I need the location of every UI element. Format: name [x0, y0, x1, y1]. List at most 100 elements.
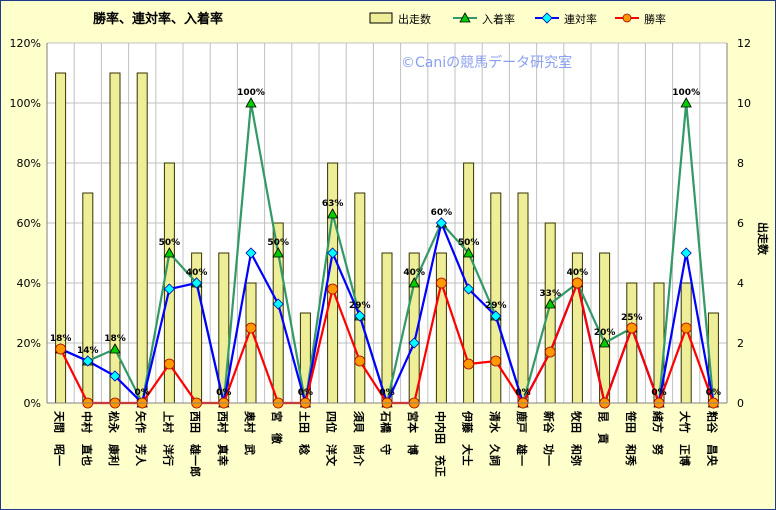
marker-diamond: [82, 355, 94, 367]
category-label: 新谷 功一: [542, 411, 556, 466]
legend-diamond-icon: [541, 12, 553, 24]
marker-diamond: [109, 370, 121, 382]
bar-starts: [136, 72, 148, 404]
marker-triangle: [109, 343, 121, 354]
marker-diamond: [163, 283, 175, 295]
legend-label-place: 連対率: [564, 12, 597, 26]
y2-tick-label: 8: [737, 157, 744, 170]
marker-triangle: [163, 247, 176, 258]
marker-circle: [626, 322, 638, 334]
y2-tick-label: 2: [737, 337, 744, 350]
category-label: 笹田 和秀: [624, 411, 638, 466]
marker-diamond: [354, 310, 366, 322]
marker-circle: [490, 355, 502, 367]
category-label: 須貝 尚介: [352, 410, 366, 467]
legend-label-show: 入着率: [482, 12, 515, 26]
marker-circle: [463, 358, 475, 370]
category-label: 松永 康利: [107, 411, 121, 466]
marker-diamond: [272, 298, 284, 310]
y-tick-label: 80%: [17, 157, 41, 170]
y2-tick-label: 4: [737, 277, 744, 290]
y-tick-label: 40%: [17, 277, 41, 290]
category-label: 中内田 充正: [433, 411, 447, 477]
marker-triangle: [408, 277, 420, 288]
category-label: 中村 直也: [80, 411, 94, 466]
marker-triangle: [598, 337, 611, 348]
category-label: 宮 徹: [270, 411, 284, 445]
data-label: 60%: [431, 208, 453, 218]
marker-diamond: [408, 337, 420, 349]
data-label: 40%: [403, 268, 425, 278]
legend: 出走数 入着率 連対率 勝率: [369, 12, 666, 26]
legend-label-win: 勝率: [644, 12, 666, 26]
y-tick-label: 60%: [17, 217, 41, 230]
bar-starts: [435, 252, 447, 404]
marker-diamond: [463, 283, 475, 295]
data-label: 20%: [594, 328, 616, 338]
label-layer: 18% 14% 18% 0% 50% 40% 0% 100% 50% 0% 63% 29% 0% 40% 6…: [50, 88, 721, 477]
category-label: 宮本 博: [406, 411, 420, 455]
category-label: 矢作 芳人: [134, 411, 148, 467]
y-tick-label: 0%: [24, 397, 41, 410]
data-label: 29%: [485, 301, 507, 311]
data-label: 50%: [458, 238, 480, 248]
data-label: 100%: [672, 88, 700, 98]
y-tick-label: 120%: [10, 37, 41, 50]
bar-starts: [680, 282, 692, 404]
marker-diamond: [680, 247, 692, 259]
legend-label-starts: 出走数: [398, 12, 431, 26]
marker-triangle: [544, 298, 556, 309]
bar-starts: [490, 192, 502, 404]
marker-diamond: [327, 247, 339, 259]
marker-diamond: [490, 310, 502, 322]
marker-circle: [544, 346, 556, 358]
data-label: 50%: [159, 238, 181, 248]
legend-swatch-bar: [369, 12, 393, 24]
category-label: 昆 貢: [597, 411, 610, 444]
data-label: 100%: [237, 88, 265, 98]
axis-layer: 0% 0 20% 2 40% 4 60% 6 80% 8 100% 10 120% 12: [10, 37, 751, 410]
marker-circle: [55, 343, 66, 355]
data-label: 40%: [567, 268, 589, 278]
bar-layer: [55, 72, 719, 404]
legend-circle-icon: [622, 13, 632, 23]
category-label: 牧田 和弥: [569, 411, 583, 466]
category-label: 西田 雄一郎: [189, 411, 203, 477]
data-label: 50%: [267, 238, 289, 248]
data-label: 25%: [621, 313, 643, 323]
data-label: 0%: [379, 388, 394, 398]
marker-circle: [680, 322, 692, 334]
category-label: 伊藤 大士: [461, 410, 475, 466]
category-label: 上村 洋行: [161, 411, 175, 466]
category-label: 土田 稔: [297, 411, 311, 455]
data-label: 0%: [515, 388, 530, 398]
data-label: 63%: [322, 199, 344, 209]
bar-starts: [245, 282, 257, 404]
data-label: 0%: [651, 388, 666, 398]
watermark-text: ©Caniの競馬データ研究室: [401, 54, 572, 71]
category-label: 大竹 正博: [678, 411, 692, 466]
data-label: 0%: [135, 388, 150, 398]
marker-circle: [163, 358, 175, 370]
data-label: 0%: [706, 388, 721, 398]
marker-circle: [572, 277, 583, 289]
data-label: 0%: [216, 388, 231, 398]
bar-starts: [109, 72, 121, 404]
data-label: 33%: [539, 289, 561, 299]
bar-starts: [354, 192, 366, 404]
category-label: 石橋 守: [379, 410, 393, 455]
category-label: 粕谷 昌央: [705, 411, 719, 467]
marker-triangle: [245, 97, 257, 108]
data-label: 29%: [349, 301, 371, 311]
marker-triangle: [462, 247, 475, 258]
data-label: 14%: [77, 346, 99, 356]
y2-tick-label: 12: [737, 37, 751, 50]
data-label: 18%: [50, 334, 72, 344]
category-label: 天間 昭一: [53, 411, 66, 466]
bar-starts: [517, 192, 529, 404]
data-label: 18%: [104, 334, 126, 344]
category-label: 清水 久詞: [488, 411, 502, 466]
data-label: 40%: [186, 268, 208, 278]
